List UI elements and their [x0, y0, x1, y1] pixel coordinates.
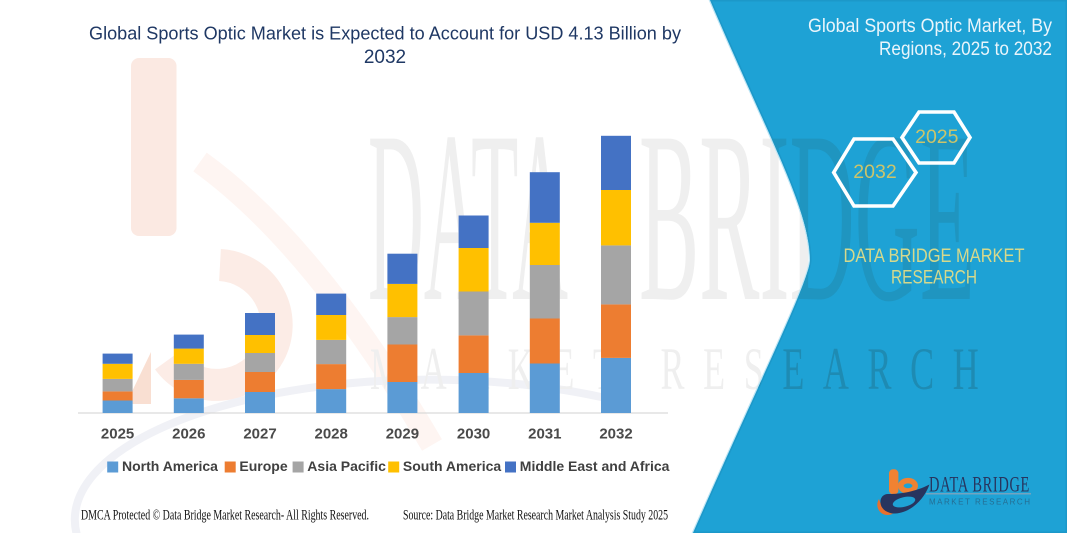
svg-text:Global Sports Optic Market, By: Global Sports Optic Market, By [808, 16, 1052, 37]
svg-text:2032: 2032 [853, 161, 896, 183]
svg-text:DATA BRIDGE MARKET: DATA BRIDGE MARKET [844, 246, 1025, 267]
svg-text:Source: Data Bridge Market Res: Source: Data Bridge Market Research Mark… [403, 508, 668, 524]
svg-text:MARKET RESEARCH: MARKET RESEARCH [929, 498, 1030, 507]
svg-text:2032: 2032 [599, 426, 632, 443]
svg-text:Asia Pacific: Asia Pacific [307, 458, 386, 474]
svg-text:2025: 2025 [101, 426, 134, 443]
svg-text:2028: 2028 [315, 426, 348, 443]
svg-text:2030: 2030 [457, 426, 490, 443]
svg-text:North America: North America [122, 458, 218, 474]
svg-text:South America: South America [403, 458, 501, 474]
svg-text:Regions, 2025 to 2032: Regions, 2025 to 2032 [879, 39, 1052, 60]
svg-text:2027: 2027 [243, 426, 276, 443]
svg-text:2031: 2031 [528, 426, 561, 443]
svg-text:2029: 2029 [386, 426, 419, 443]
svg-text:Europe: Europe [239, 458, 287, 474]
svg-text:DMCA Protected © Data Bridge M: DMCA Protected © Data Bridge Market Rese… [81, 508, 369, 524]
svg-text:RESEARCH: RESEARCH [891, 268, 977, 289]
svg-text:2025: 2025 [915, 126, 959, 148]
svg-text:Middle East and Africa: Middle East and Africa [520, 458, 670, 474]
svg-text:DATA BRIDGE: DATA BRIDGE [929, 471, 1030, 496]
svg-text:2032: 2032 [364, 47, 406, 68]
svg-text:2026: 2026 [172, 426, 205, 443]
svg-text:Global Sports Optic Market is: Global Sports Optic Market is Expected t… [89, 24, 681, 44]
